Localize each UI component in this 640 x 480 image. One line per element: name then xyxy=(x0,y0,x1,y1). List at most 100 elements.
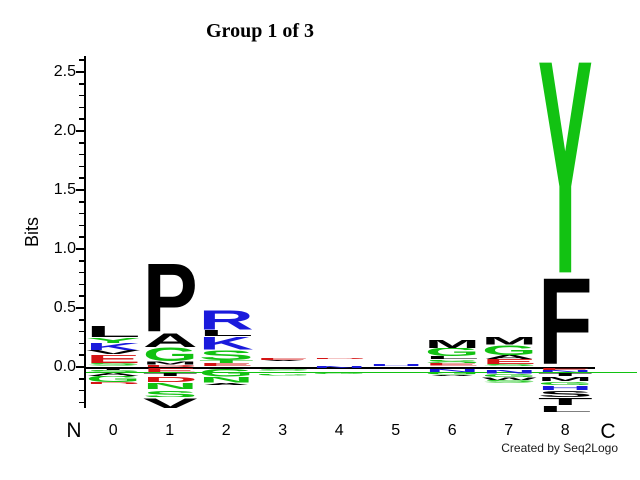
svg-text:G: G xyxy=(255,374,310,376)
y-minor-tick xyxy=(79,342,84,345)
svg-text:D: D xyxy=(142,365,197,367)
logo-letter-G: G xyxy=(538,382,593,385)
x-axis-label-4: 4 xyxy=(334,422,344,439)
svg-text:A: A xyxy=(86,373,141,376)
logo-letter-P: P xyxy=(142,263,197,333)
x-axis-label-6: 6 xyxy=(447,422,457,439)
svg-text:L: L xyxy=(199,330,254,336)
svg-text:T: T xyxy=(142,373,197,376)
y-minor-tick xyxy=(79,319,84,321)
y-major-tick xyxy=(76,71,84,73)
logo-letter-E: E xyxy=(481,359,536,364)
y-tick-label: 1.0 xyxy=(53,240,76,257)
svg-text:D: D xyxy=(142,377,197,382)
svg-text:G: G xyxy=(368,372,423,373)
logo-letter-L: L xyxy=(199,330,254,336)
logo-letter-S: S xyxy=(481,364,536,366)
y-minor-tick xyxy=(79,401,84,404)
n-terminus-label: N xyxy=(66,419,82,442)
zero-baseline xyxy=(84,366,595,369)
logo-letter-G: G xyxy=(481,345,536,355)
logo-letter-R: R xyxy=(199,310,254,330)
svg-text:G: G xyxy=(481,345,536,355)
logo-letter-G: G xyxy=(312,373,367,374)
y-minor-tick xyxy=(79,354,84,356)
y-minor-tick xyxy=(79,94,84,97)
logo-letter-S: S xyxy=(142,391,197,397)
logo-letter-T: T xyxy=(142,373,197,376)
logo-letter-Y: Y xyxy=(538,59,593,277)
svg-text:T: T xyxy=(538,398,593,405)
svg-text:K: K xyxy=(86,343,141,351)
svg-text:K: K xyxy=(199,337,254,350)
x-axis-label-2: 2 xyxy=(221,422,231,439)
logo-letter-E: E xyxy=(142,368,197,373)
svg-text:T: T xyxy=(538,373,593,376)
logo-letter-A: A xyxy=(481,355,536,359)
y-major-tick xyxy=(76,307,84,309)
logo-letter-T: T xyxy=(199,360,254,363)
svg-text:T: T xyxy=(86,368,141,370)
logo-letter-E: E xyxy=(199,363,254,366)
y-minor-tick xyxy=(79,212,84,215)
svg-text:E: E xyxy=(255,358,310,360)
y-major-tick xyxy=(76,189,84,191)
svg-text:N: N xyxy=(425,369,480,372)
svg-text:S: S xyxy=(481,380,536,383)
logo-letter-E: E xyxy=(538,368,593,370)
logo-letter-A: A xyxy=(255,360,310,361)
svg-text:W: W xyxy=(481,377,536,381)
y-minor-tick xyxy=(79,106,84,109)
logo-letter-N: N xyxy=(142,383,197,389)
logo-letter-S: S xyxy=(425,360,480,364)
svg-text:E: E xyxy=(142,368,197,373)
y-axis-label: Bits xyxy=(22,217,42,248)
y-major-tick xyxy=(76,130,84,132)
logo-letter-L: L xyxy=(425,356,480,359)
logo-letter-A: A xyxy=(142,333,197,347)
svg-text:S: S xyxy=(199,350,254,360)
y-minor-tick xyxy=(79,330,84,333)
logo-letter-W: W xyxy=(481,377,536,381)
logo-letter-K: K xyxy=(86,343,141,351)
logo-letter-S: S xyxy=(255,369,310,371)
logo-letter-V: V xyxy=(86,350,142,354)
svg-text:S: S xyxy=(86,363,141,366)
svg-text:Y: Y xyxy=(538,59,593,277)
c-terminus-label: C xyxy=(600,420,616,443)
svg-text:M: M xyxy=(538,377,593,381)
y-tick-label: 2.5 xyxy=(53,63,76,80)
y-tick-label: 0.0 xyxy=(53,358,76,375)
logo-letter-F: F xyxy=(538,277,593,365)
logo-letter-T: T xyxy=(538,398,593,405)
svg-text:N: N xyxy=(481,370,536,374)
y-minor-tick xyxy=(79,283,84,286)
logo-letter-T: T xyxy=(86,368,141,370)
svg-text:V: V xyxy=(142,398,197,408)
svg-text:S: S xyxy=(86,370,141,373)
svg-text:D: D xyxy=(86,382,141,384)
svg-text:M: M xyxy=(481,337,536,345)
svg-text:E: E xyxy=(481,359,536,364)
svg-text:E: E xyxy=(86,355,141,363)
y-minor-tick xyxy=(79,118,84,120)
svg-text:G: G xyxy=(312,373,367,374)
logo-letter-M: M xyxy=(538,377,593,381)
svg-text:E: E xyxy=(425,363,480,366)
x-axis-label-3: 3 xyxy=(278,422,288,439)
y-minor-tick xyxy=(79,177,84,179)
svg-text:Y: Y xyxy=(86,338,141,343)
logo-letter-S: S xyxy=(86,370,141,373)
logo-letter-L: L xyxy=(86,326,141,338)
logo-letter-D: D xyxy=(86,382,141,384)
x-axis-label-1: 1 xyxy=(165,422,175,439)
logo-letter-A: A xyxy=(199,383,254,386)
logo-letter-S: S xyxy=(481,380,536,383)
logo-letter-E: E xyxy=(425,363,480,366)
y-tick-label: 1.5 xyxy=(53,181,76,198)
svg-text:G: G xyxy=(481,374,536,377)
logo-letter-S: S xyxy=(199,350,254,360)
svg-text:T: T xyxy=(199,360,254,363)
logo-letter-V: V xyxy=(142,398,197,408)
logo-letter-S: S xyxy=(538,391,593,397)
